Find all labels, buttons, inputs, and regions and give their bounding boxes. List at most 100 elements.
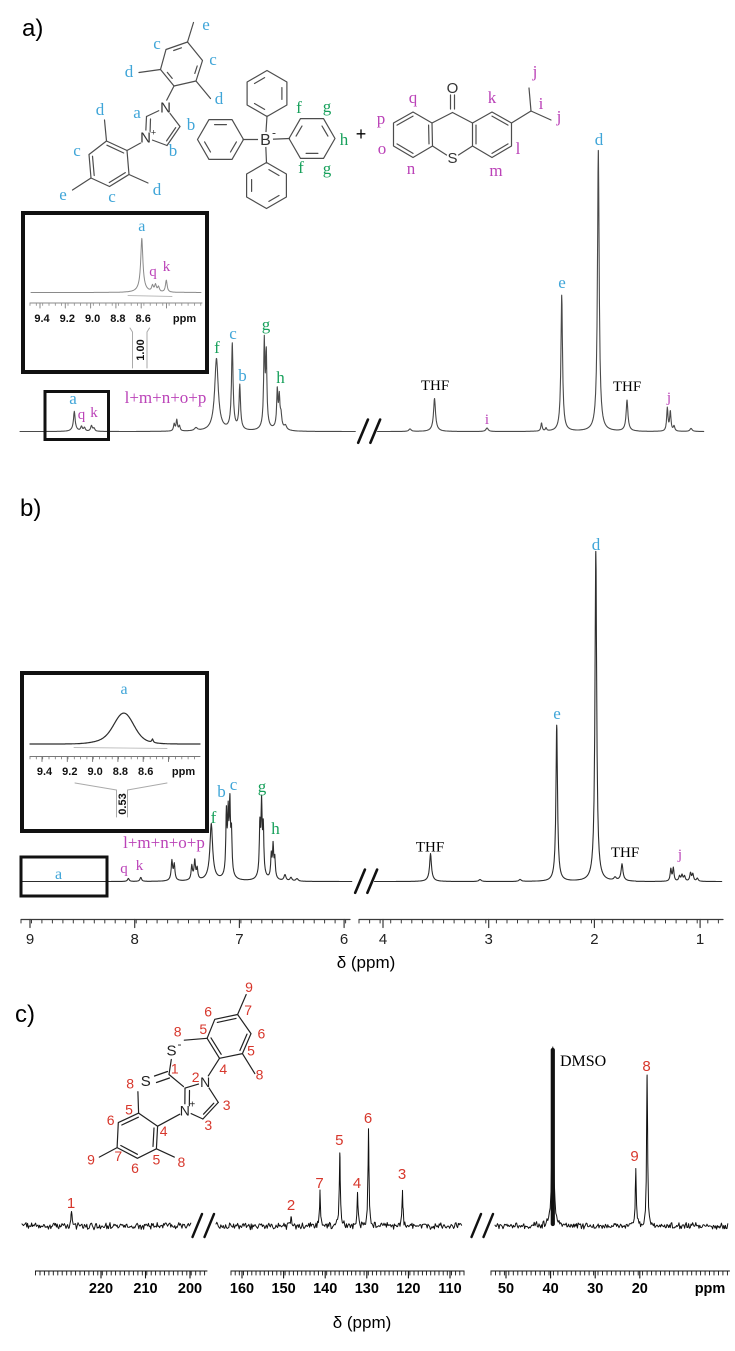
svg-text:9: 9	[87, 1152, 95, 1168]
svg-text:c: c	[230, 775, 238, 794]
svg-text:b: b	[217, 782, 226, 801]
svg-text:8.6: 8.6	[138, 766, 153, 778]
svg-text:6: 6	[258, 1026, 266, 1042]
svg-text:20: 20	[632, 1281, 648, 1297]
svg-text:220: 220	[89, 1281, 113, 1297]
svg-text:8: 8	[174, 1024, 182, 1040]
svg-text:200: 200	[178, 1281, 202, 1297]
svg-text:d: d	[592, 535, 601, 554]
svg-text:210: 210	[133, 1281, 157, 1297]
svg-text:d: d	[96, 100, 105, 119]
svg-text:0.53: 0.53	[117, 793, 129, 814]
svg-text:g: g	[258, 777, 267, 796]
svg-text:h: h	[271, 819, 280, 838]
svg-text:O: O	[447, 80, 459, 97]
svg-text:k: k	[136, 858, 144, 874]
svg-text:i: i	[539, 94, 544, 113]
svg-text:e: e	[59, 185, 67, 204]
svg-text:d: d	[153, 180, 162, 199]
svg-text:6: 6	[364, 1110, 372, 1127]
svg-text:ppm: ppm	[173, 313, 196, 325]
svg-text:9: 9	[26, 931, 34, 948]
svg-text:q: q	[120, 861, 128, 877]
svg-text:150: 150	[271, 1281, 295, 1297]
svg-text:h: h	[276, 368, 285, 387]
svg-text:4: 4	[160, 1123, 168, 1139]
svg-text:120: 120	[396, 1281, 420, 1297]
svg-text:l+m+n+o+p: l+m+n+o+p	[123, 833, 205, 852]
svg-text:7: 7	[114, 1148, 122, 1164]
svg-text:2: 2	[590, 931, 598, 948]
svg-text:a: a	[133, 103, 141, 122]
svg-text:DMSO: DMSO	[560, 1053, 606, 1070]
svg-text:8: 8	[178, 1154, 186, 1170]
svg-text:3: 3	[398, 1166, 406, 1183]
svg-text:b: b	[238, 366, 247, 385]
svg-text:3: 3	[204, 1117, 212, 1133]
svg-text:k: k	[488, 88, 497, 107]
svg-text:9.2: 9.2	[62, 766, 77, 778]
svg-text:c: c	[108, 187, 116, 206]
svg-text:9: 9	[245, 979, 253, 995]
svg-text:N: N	[180, 1103, 190, 1119]
svg-text:o: o	[378, 139, 387, 158]
svg-text:l+m+n+o+p: l+m+n+o+p	[125, 388, 207, 407]
svg-text:130: 130	[355, 1281, 379, 1297]
svg-text:S: S	[447, 150, 457, 167]
svg-text:1: 1	[67, 1195, 75, 1212]
svg-text:B: B	[260, 132, 271, 149]
svg-text:7: 7	[315, 1175, 323, 1192]
svg-text:b: b	[169, 141, 178, 160]
svg-text:THF: THF	[611, 845, 639, 861]
svg-text:d: d	[125, 62, 134, 81]
svg-text:4: 4	[219, 1061, 227, 1077]
svg-text:δ (ppm): δ (ppm)	[337, 953, 396, 972]
svg-text:ppm: ppm	[695, 1281, 726, 1297]
svg-text:-: -	[272, 126, 276, 140]
svg-text:+: +	[151, 128, 156, 138]
svg-text:6: 6	[131, 1160, 139, 1176]
svg-text:9.0: 9.0	[87, 766, 102, 778]
svg-text:d: d	[215, 89, 224, 108]
svg-text:a: a	[69, 389, 77, 408]
svg-text:THF: THF	[421, 378, 449, 394]
svg-text:160: 160	[230, 1281, 254, 1297]
svg-text:c: c	[209, 50, 217, 69]
svg-text:j: j	[532, 62, 538, 81]
svg-text:5: 5	[335, 1132, 343, 1149]
svg-text:a): a)	[22, 15, 43, 42]
svg-text:5: 5	[125, 1102, 133, 1118]
svg-text:THF: THF	[416, 840, 444, 856]
svg-text:e: e	[553, 704, 561, 723]
svg-text:d: d	[595, 130, 604, 149]
svg-text:N: N	[200, 1074, 210, 1090]
svg-text:1: 1	[171, 1060, 179, 1076]
svg-text:6: 6	[204, 1004, 212, 1020]
svg-text:k: k	[163, 259, 171, 275]
svg-text:S: S	[141, 1073, 151, 1090]
svg-text:c: c	[73, 141, 81, 160]
svg-text:+: +	[189, 1100, 195, 1111]
svg-text:l: l	[516, 139, 521, 158]
svg-text:3: 3	[485, 931, 493, 948]
svg-text:9.4: 9.4	[37, 766, 53, 778]
svg-text:9: 9	[630, 1148, 638, 1165]
svg-text:30: 30	[587, 1281, 603, 1297]
svg-text:8.8: 8.8	[110, 313, 125, 325]
svg-text:THF: THF	[613, 379, 641, 395]
svg-text:j: j	[666, 390, 671, 406]
svg-text:+: +	[356, 124, 367, 144]
svg-text:5: 5	[153, 1152, 161, 1168]
svg-text:j: j	[677, 847, 682, 863]
svg-text:n: n	[407, 159, 416, 178]
svg-text:8.6: 8.6	[136, 313, 151, 325]
svg-text:40: 40	[543, 1281, 559, 1297]
svg-text:m: m	[489, 161, 502, 180]
svg-text:b): b)	[20, 495, 41, 522]
svg-text:a: a	[138, 218, 145, 235]
svg-text:4: 4	[379, 931, 387, 948]
svg-text:7: 7	[235, 931, 243, 948]
svg-text:f: f	[211, 808, 217, 827]
svg-text:2: 2	[287, 1197, 295, 1214]
svg-text:8: 8	[642, 1058, 650, 1075]
